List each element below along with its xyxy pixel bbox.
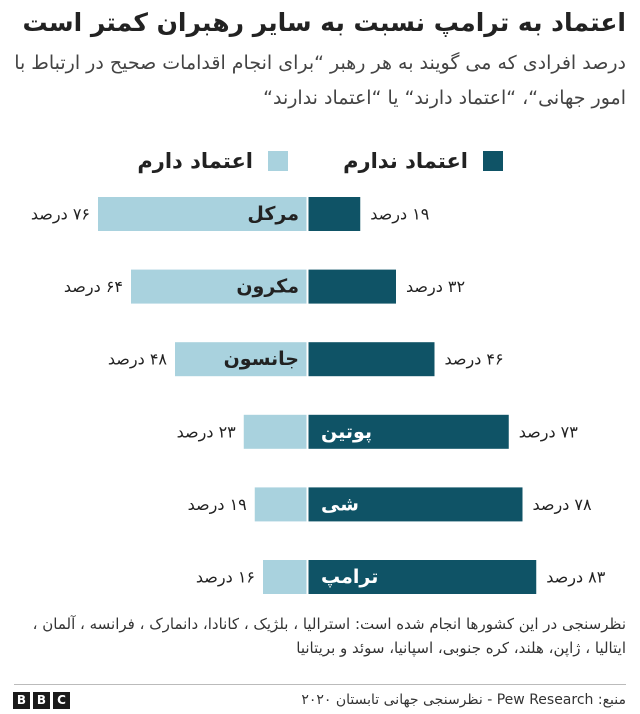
legend-label-trust: اعتماد دارم [137, 149, 253, 173]
bar-no-trust [308, 269, 396, 304]
legend-label-no-trust: اعتماد ندارم [343, 149, 468, 173]
bbc-logo-letter: B [33, 692, 50, 709]
category-label: پوتین [321, 421, 372, 443]
chart-subtitle: درصد افرادی که می گویند به هر رهبر “برای… [14, 52, 626, 109]
value-label-no-trust: ۴۶ درصد [445, 350, 504, 370]
value-label-trust: ۷۶ درصد [31, 205, 90, 225]
category-label: ترامپ [321, 566, 378, 588]
bar-trust [131, 269, 307, 304]
bbc-logo-letter: B [13, 692, 30, 709]
footnote: نظرسنجی در این کشورها انجام شده است: است… [32, 615, 626, 657]
bbc-logo: B B C [13, 692, 70, 709]
footer-divider [14, 684, 626, 685]
bbc-logo-letter: C [53, 692, 70, 709]
bar-no-trust [308, 560, 537, 594]
chart-title: اعتماد به ترامپ نسبت به سایر رهبران کمتر… [22, 8, 626, 37]
value-label-no-trust: ۳۲ درصد [406, 277, 465, 297]
value-label-no-trust: ۷۳ درصد [519, 422, 579, 442]
bar-no-trust [308, 197, 361, 231]
bar-no-trust [308, 342, 435, 377]
source-note: منبع: Pew Research - نظرسنجی جهانی تابست… [301, 692, 626, 708]
value-label-no-trust: ۱۹ درصد [370, 205, 429, 225]
value-label-trust: ۴۸ درصد [108, 350, 168, 370]
value-label-no-trust: ۷۸ درصد [533, 495, 593, 515]
category-label: شی [321, 493, 359, 515]
bar-trust [175, 342, 307, 377]
category-label: مکرون [236, 276, 299, 298]
diverging-bar-chart: ۷۶ درصد ۱۹ درصد مرکل ۶۴ درصد ۳۲ درصد مکرون ۴۸ … [30, 197, 606, 594]
legend-swatch-no-trust [483, 151, 503, 171]
legend-swatch-trust [268, 151, 288, 171]
value-label-trust: ۱۶ درصد [196, 568, 255, 588]
bar-trust [254, 487, 307, 522]
bar-no-trust [308, 414, 509, 449]
category-label: جانسون [224, 348, 299, 370]
bar-trust [243, 414, 307, 449]
bar-trust [263, 560, 307, 594]
category-label: مرکل [247, 203, 299, 225]
value-label-trust: ۲۳ درصد [177, 422, 237, 442]
value-label-trust: ۱۹ درصد [188, 495, 247, 515]
value-label-trust: ۶۴ درصد [64, 277, 123, 297]
bar-trust [98, 197, 307, 231]
value-label-no-trust: ۸۳ درصد [546, 568, 606, 588]
bar-no-trust [308, 487, 523, 522]
